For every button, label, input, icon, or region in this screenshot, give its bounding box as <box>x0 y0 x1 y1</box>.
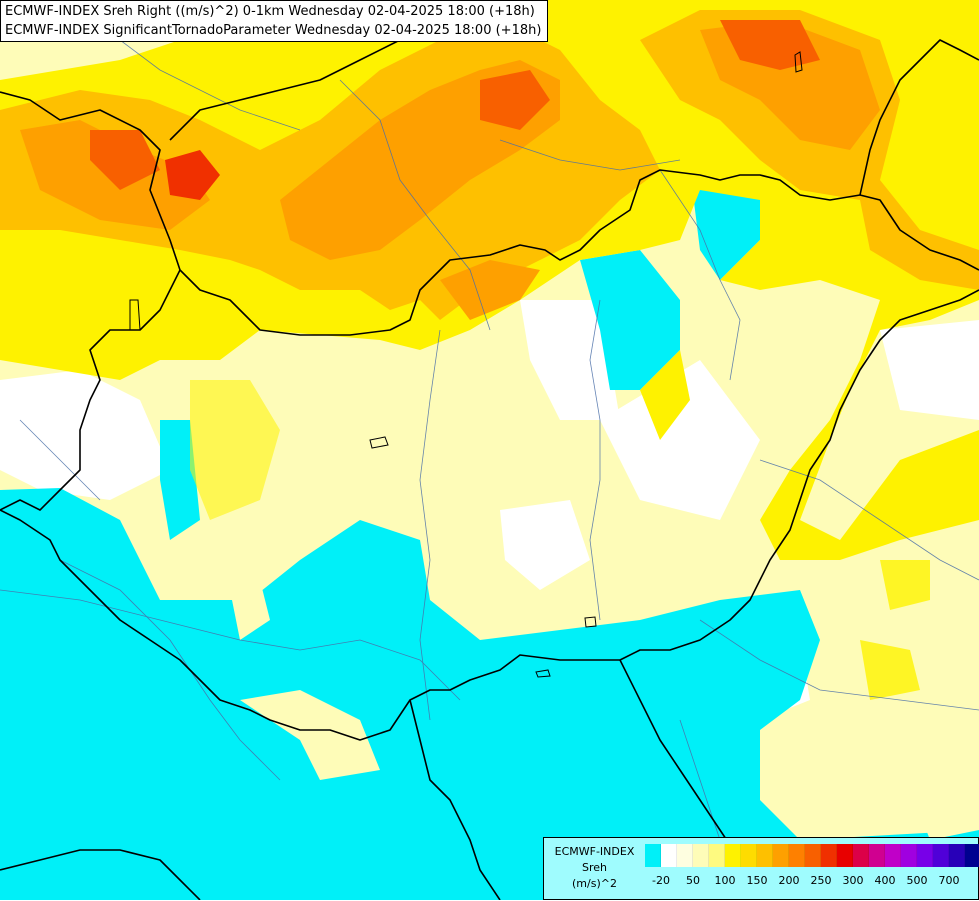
yellow-patches-east <box>860 560 930 700</box>
title-line-sreh: ECMWF-INDEX Sreh Right ((m/s)^2) 0-1km W… <box>5 4 535 19</box>
rivers <box>0 39 979 900</box>
legend-swatch <box>773 844 789 867</box>
legend-source: ECMWF-INDEX <box>554 845 635 858</box>
legend-swatch <box>821 844 837 867</box>
legend-variable: Sreh <box>581 861 607 874</box>
color-legend: ECMWF-INDEX Sreh (m/s)^2 -20 50 100 150 200 2… <box>543 837 979 900</box>
legend-swatch <box>917 844 933 867</box>
legend-unit: (m/s)^2 <box>572 877 617 890</box>
peak-sreh-red-areas <box>90 20 820 200</box>
legend-tick-label: 100 <box>714 874 736 887</box>
legend-swatch <box>933 844 949 867</box>
legend-swatch <box>869 844 885 867</box>
legend-swatch <box>757 844 773 867</box>
legend-swatch <box>645 844 661 867</box>
legend-color-bar <box>645 844 979 867</box>
legend-swatch <box>725 844 741 867</box>
legend-tick-label: 300 <box>842 874 864 887</box>
legend-tick-label: -20 <box>652 874 670 887</box>
small-lake-outlines <box>129 51 803 678</box>
legend-tick-label: 500 <box>906 874 928 887</box>
legend-swatch <box>965 844 979 867</box>
legend-swatch <box>741 844 757 867</box>
title-line-stp: ECMWF-INDEX SignificantTornadoParameter … <box>5 23 542 38</box>
legend-swatch <box>901 844 917 867</box>
legend-swatch <box>661 844 677 867</box>
legend-swatch <box>677 844 693 867</box>
legend-tick-label: 200 <box>778 874 800 887</box>
legend-label: ECMWF-INDEX Sreh (m/s)^2 <box>544 838 645 901</box>
legend-swatch <box>837 844 853 867</box>
legend-swatch <box>693 844 709 867</box>
legend-tick-label: 250 <box>810 874 832 887</box>
legend-tick-label: 150 <box>746 874 768 887</box>
legend-swatch <box>789 844 805 867</box>
legend-swatch <box>853 844 869 867</box>
legend-tick-label: 400 <box>874 874 896 887</box>
legend-tick-label: 700 <box>938 874 960 887</box>
legend-ticks: -20 50 100 150 200 250 300 400 500 700 <box>645 874 979 890</box>
map-title-box: ECMWF-INDEX Sreh Right ((m/s)^2) 0-1km W… <box>0 0 548 42</box>
legend-swatch <box>885 844 901 867</box>
legend-swatch <box>709 844 725 867</box>
yellow-tongue-southwest <box>190 380 280 520</box>
legend-swatch <box>805 844 821 867</box>
legend-swatch <box>949 844 965 867</box>
legend-tick-label: 50 <box>686 874 700 887</box>
